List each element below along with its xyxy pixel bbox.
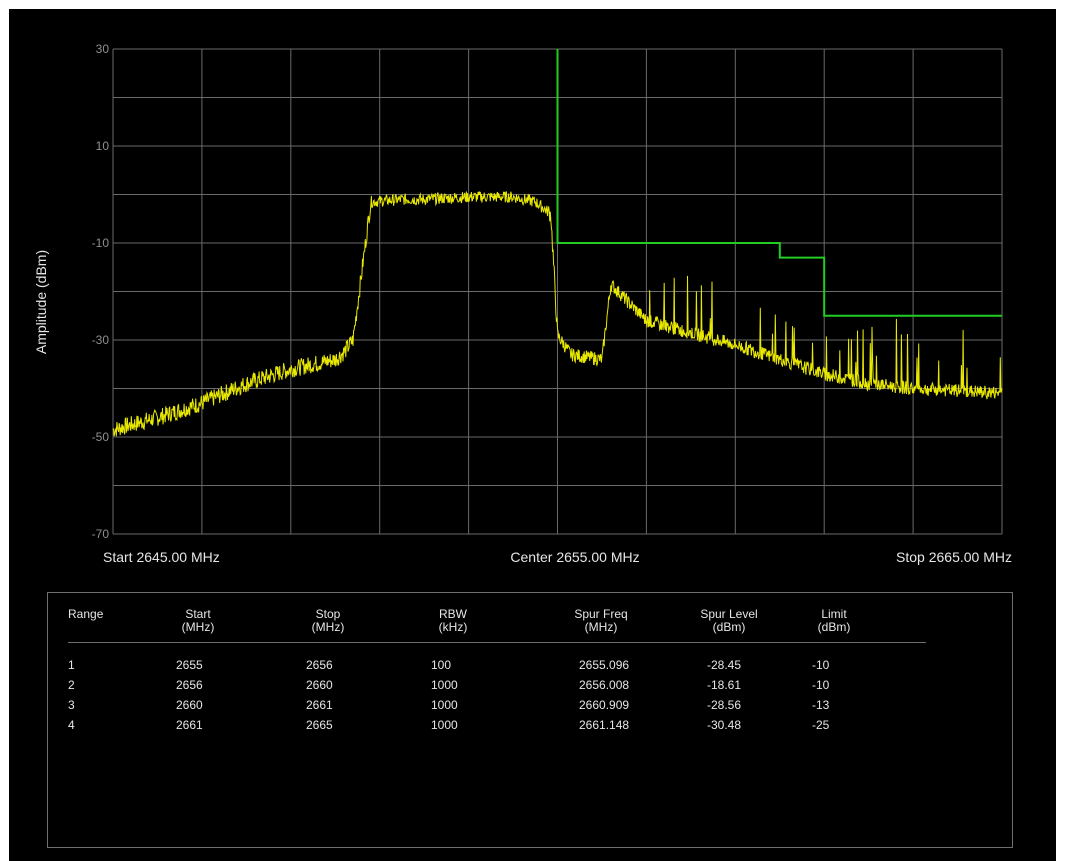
- column-header-line: RBW: [439, 607, 467, 621]
- y-axis-ticks: 30 10 -10 -30 -50 -70: [92, 42, 110, 541]
- column-header: Spur Freq (MHz): [556, 608, 646, 634]
- column-header-line: Stop: [315, 607, 341, 621]
- y-tick-label: -30: [92, 333, 110, 347]
- table-cell: -10: [812, 658, 830, 672]
- column-header-line: (dBm): [817, 620, 851, 634]
- table-cell: 1000: [431, 698, 458, 712]
- column-header: Stop (MHz): [293, 608, 363, 634]
- results-table: Range Start (MHz) Stop (MHz) RBW (kHz) Spur Fre…: [47, 592, 1013, 848]
- table-cell: -28.56: [707, 698, 742, 712]
- table-cell: 2656.008: [579, 678, 630, 692]
- table-cell: -10: [812, 678, 830, 692]
- column-header: Start (MHz): [163, 608, 233, 634]
- table-cell: 2660: [306, 678, 333, 692]
- table-cell: 2660.909: [579, 698, 630, 712]
- limit-line: [556, 49, 1002, 317]
- table-cell: -28.45: [707, 658, 742, 672]
- column-header-line: (dBm): [712, 620, 746, 634]
- column-header: Range: [68, 608, 118, 621]
- chart-traces: [112, 49, 1003, 437]
- column-header-line: Range: [68, 607, 104, 621]
- spectrum-chart: 30 10 -10 -30 -50 -70 Amplitude (dBm) Start 2…: [33, 42, 1012, 565]
- y-tick-label: -50: [92, 430, 110, 444]
- table-cell: 100: [431, 658, 452, 672]
- y-tick-label: -10: [92, 236, 110, 250]
- column-header-line: (MHz): [181, 620, 215, 634]
- table-cell: 2656: [176, 678, 203, 692]
- table-cell: 4: [68, 718, 75, 732]
- table-cell: 2661: [306, 698, 333, 712]
- column-header: Spur Level (dBm): [689, 608, 769, 634]
- column-header-line: Spur Level: [700, 607, 758, 621]
- table-cell: 1000: [431, 678, 458, 692]
- column-header-line: (MHz): [311, 620, 345, 634]
- table-cell: 2660: [176, 698, 203, 712]
- column-header-line: Start: [185, 607, 211, 621]
- table-cell: 2661: [176, 718, 203, 732]
- table-cell: -18.61: [707, 678, 742, 692]
- table-cell: 2655: [176, 658, 203, 672]
- table-cell: 2661.148: [579, 718, 630, 732]
- table-cell: 3: [68, 698, 75, 712]
- table-cell: 2655.096: [579, 658, 630, 672]
- table-cell: 2656: [306, 658, 333, 672]
- table-cell: 2: [68, 678, 75, 692]
- table-cell: -25: [812, 718, 830, 732]
- y-axis-label: Amplitude (dBm): [33, 250, 49, 354]
- table-cell: -30.48: [707, 718, 742, 732]
- y-tick-label: 10: [96, 139, 110, 153]
- column-header-line: (kHz): [438, 620, 468, 634]
- x-axis-stop-label: Stop 2665.00 MHz: [896, 549, 1012, 565]
- y-tick-label: 30: [96, 42, 110, 56]
- table-cell: 1: [68, 658, 75, 672]
- column-header-line: Limit: [821, 607, 847, 621]
- table-cell: 2665: [306, 718, 333, 732]
- column-header-line: (MHz): [584, 620, 618, 634]
- table-cell: -13: [812, 698, 830, 712]
- column-header: Limit (dBm): [804, 608, 864, 634]
- column-header-line: Spur Freq: [574, 607, 628, 621]
- spectrum-trace: [112, 191, 1003, 437]
- x-axis-center-label: Center 2655.00 MHz: [510, 549, 639, 565]
- column-header: RBW (kHz): [418, 608, 488, 634]
- y-tick-label: -70: [92, 527, 110, 541]
- table-header-divider: [68, 642, 926, 643]
- x-axis-start-label: Start 2645.00 MHz: [103, 549, 220, 565]
- spectrum-analyzer-panel: 30 10 -10 -30 -50 -70 Amplitude (dBm) Start 2…: [9, 9, 1056, 861]
- table-cell: 1000: [431, 718, 458, 732]
